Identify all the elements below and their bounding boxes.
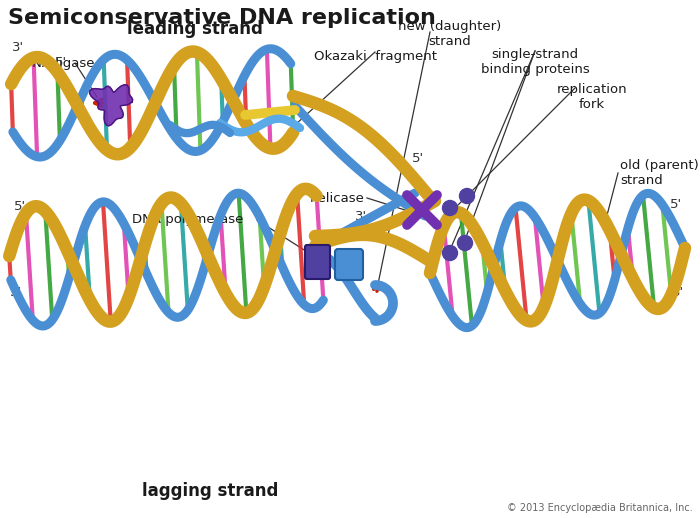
Text: 3': 3' bbox=[355, 210, 367, 223]
FancyBboxPatch shape bbox=[335, 249, 363, 280]
Text: 3': 3' bbox=[10, 286, 22, 299]
Text: 5': 5' bbox=[55, 56, 67, 69]
Text: single-strand
binding proteins: single-strand binding proteins bbox=[481, 48, 589, 76]
Text: © 2013 Encyclopædia Britannica, Inc.: © 2013 Encyclopædia Britannica, Inc. bbox=[508, 503, 693, 513]
Polygon shape bbox=[90, 85, 133, 126]
Text: helicase: helicase bbox=[310, 192, 365, 205]
Text: replication
fork: replication fork bbox=[556, 83, 627, 111]
Text: 5': 5' bbox=[14, 200, 26, 213]
Text: Semiconservative DNA replication: Semiconservative DNA replication bbox=[8, 8, 436, 28]
Text: DNA ligase: DNA ligase bbox=[22, 56, 95, 69]
Text: 3': 3' bbox=[672, 286, 684, 299]
Text: Okazaki  fragment: Okazaki fragment bbox=[314, 50, 437, 63]
Text: DNA polymerase: DNA polymerase bbox=[132, 213, 244, 226]
Text: 3': 3' bbox=[12, 41, 24, 54]
Text: lagging strand: lagging strand bbox=[142, 482, 278, 500]
Text: 5': 5' bbox=[670, 198, 682, 211]
Circle shape bbox=[442, 200, 458, 215]
FancyBboxPatch shape bbox=[305, 245, 330, 279]
Circle shape bbox=[442, 246, 458, 261]
Circle shape bbox=[458, 236, 472, 251]
Text: old (parent)
strand: old (parent) strand bbox=[620, 159, 699, 187]
Text: leading strand: leading strand bbox=[127, 20, 263, 38]
Circle shape bbox=[459, 189, 475, 204]
Text: 5': 5' bbox=[412, 152, 424, 165]
Text: new (daughter)
strand: new (daughter) strand bbox=[398, 20, 502, 48]
